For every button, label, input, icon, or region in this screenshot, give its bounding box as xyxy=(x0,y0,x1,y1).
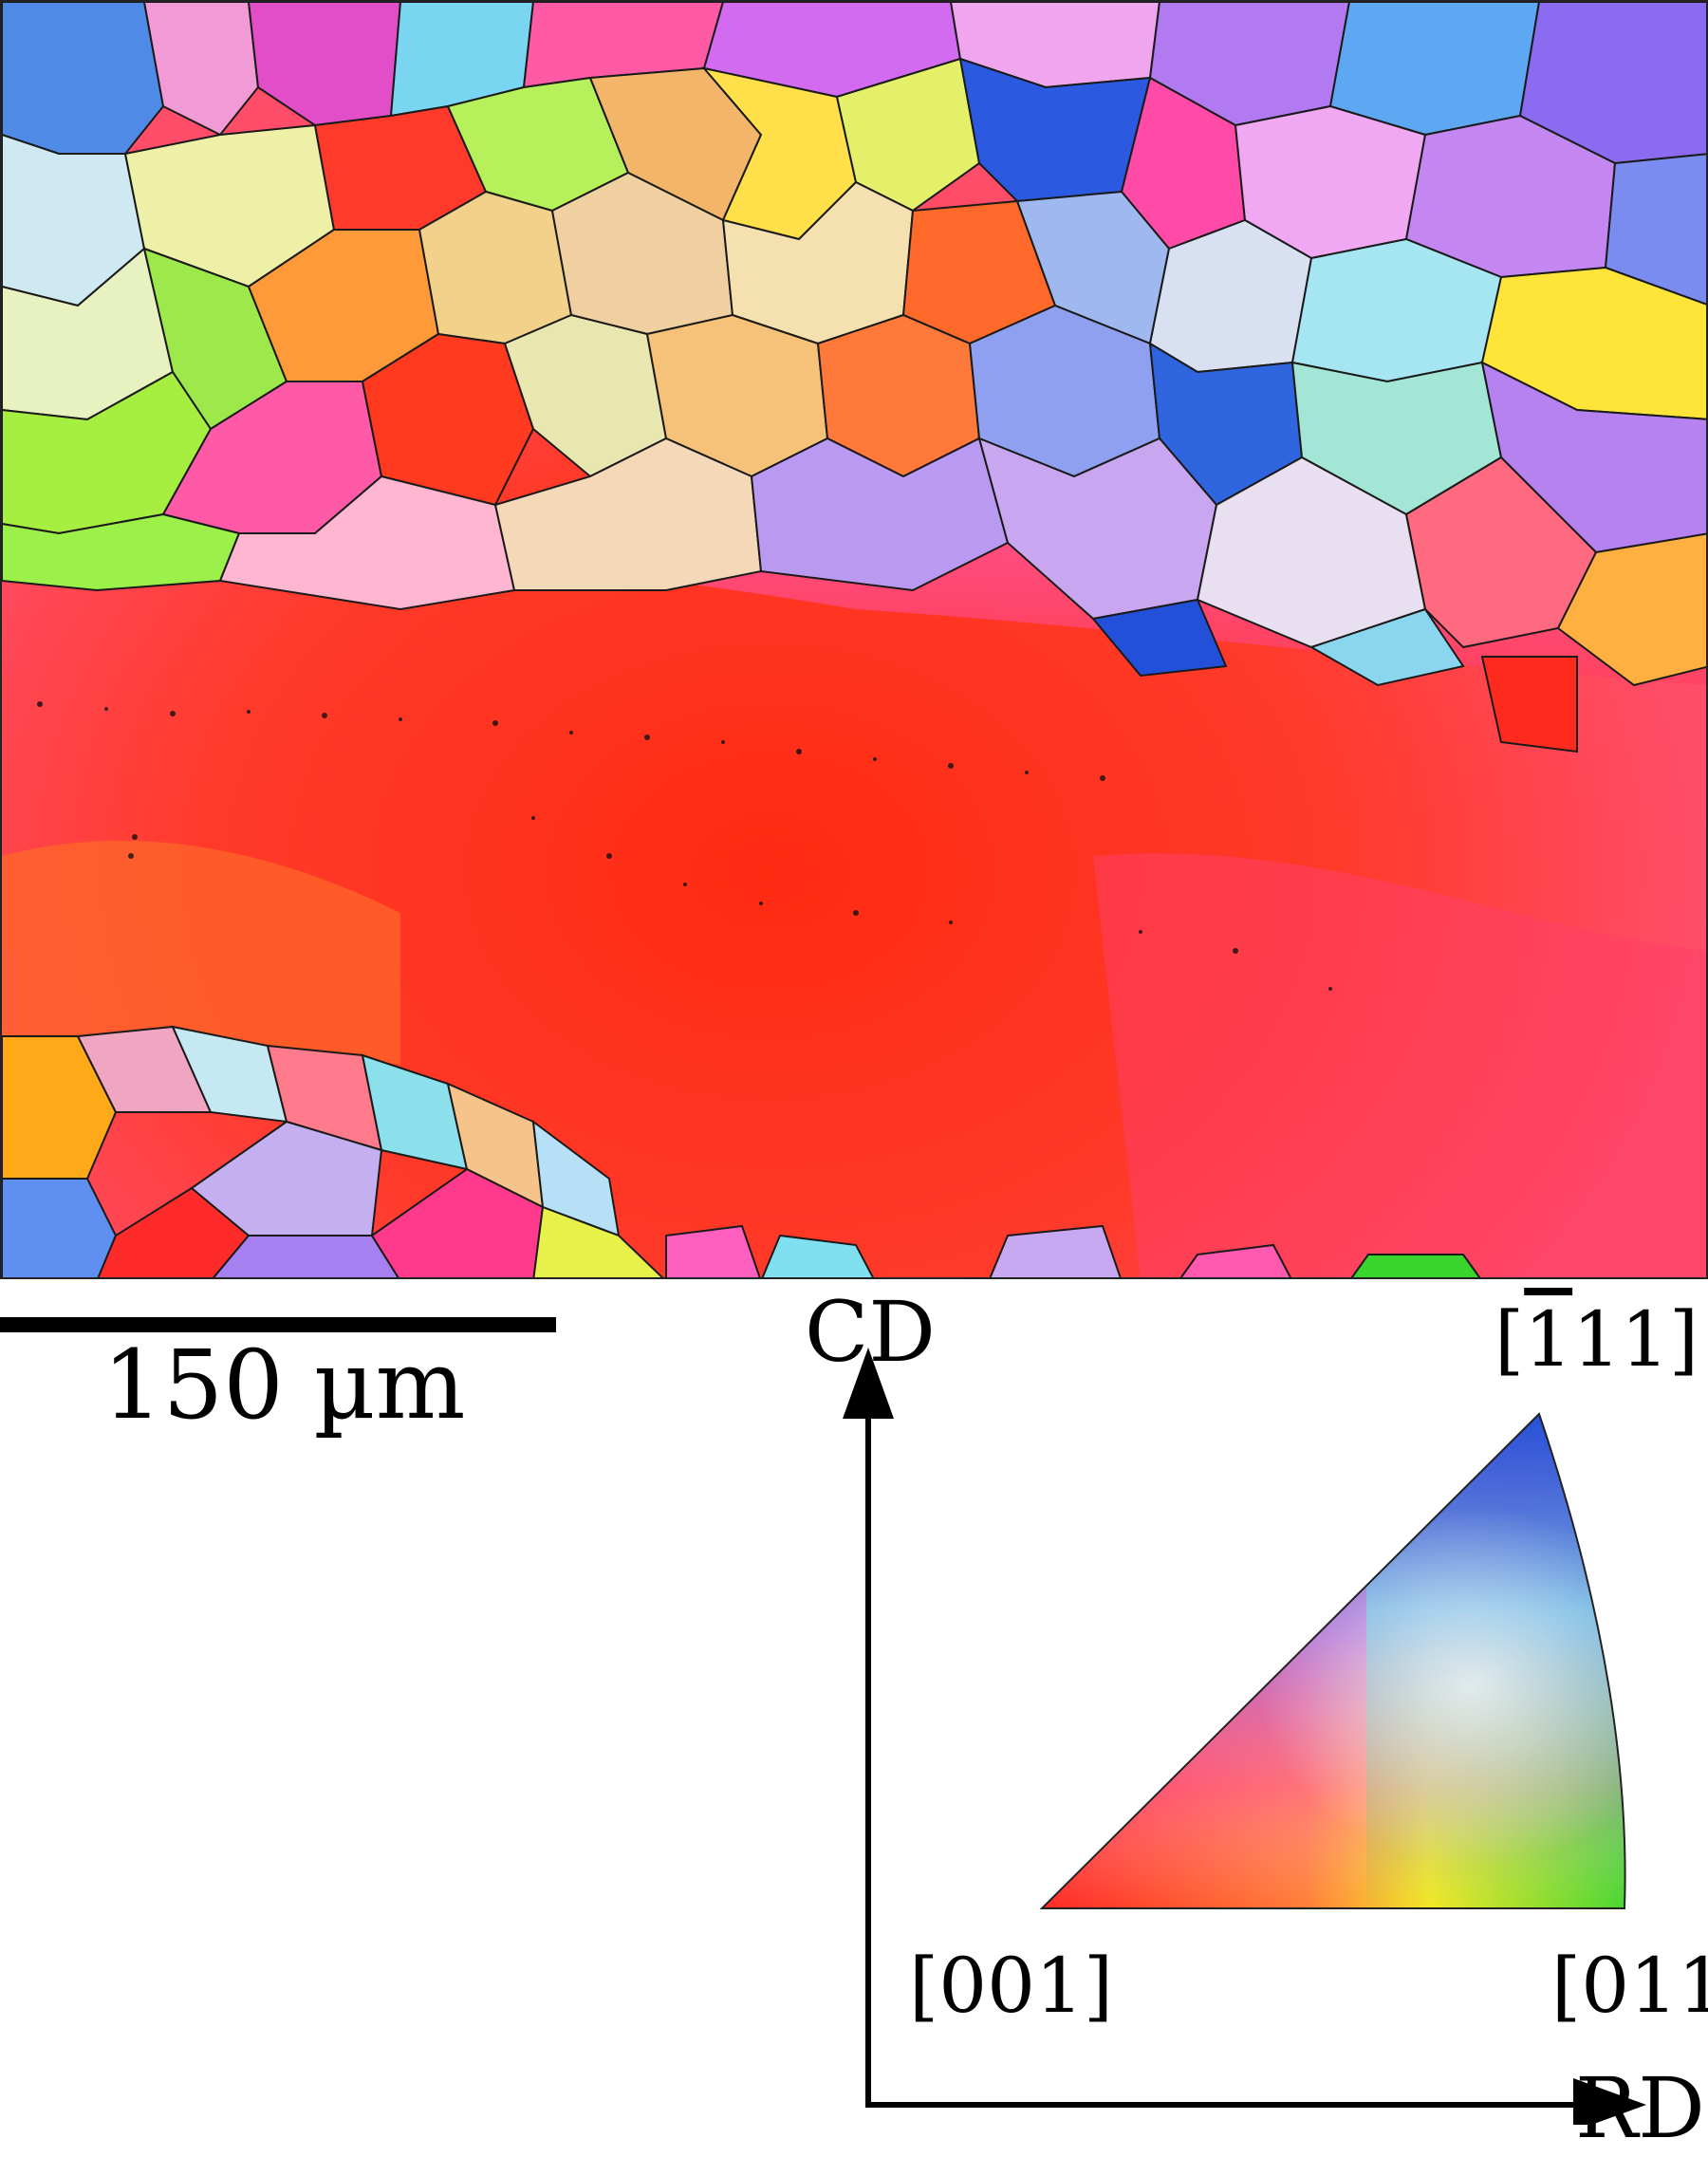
ipf-legend-graphic xyxy=(843,1348,1646,2125)
rd-arrow-icon xyxy=(1573,2078,1646,2125)
rd-axis-label: RD xyxy=(1575,2059,1705,2157)
pole-111-label: [111] xyxy=(1494,1295,1699,1384)
ipf-color-key: CD RD [111] [001] [011] xyxy=(797,1283,1708,2150)
ebsd-map-graphic xyxy=(2,2,1706,1277)
scale-bar-line xyxy=(0,1317,556,1332)
ipf-triangle xyxy=(1042,1414,1625,1908)
ipf-triangle-outline xyxy=(1039,1412,1626,1909)
ebsd-orientation-map xyxy=(0,0,1708,1279)
cd-axis-label: CD xyxy=(805,1283,936,1381)
cd-arrow-icon xyxy=(843,1348,894,1419)
scale-bar-label: 150 µm xyxy=(102,1330,466,1441)
pole-011-label: [011] xyxy=(1551,1942,1708,2030)
pole-001-label: [001] xyxy=(909,1942,1114,2030)
